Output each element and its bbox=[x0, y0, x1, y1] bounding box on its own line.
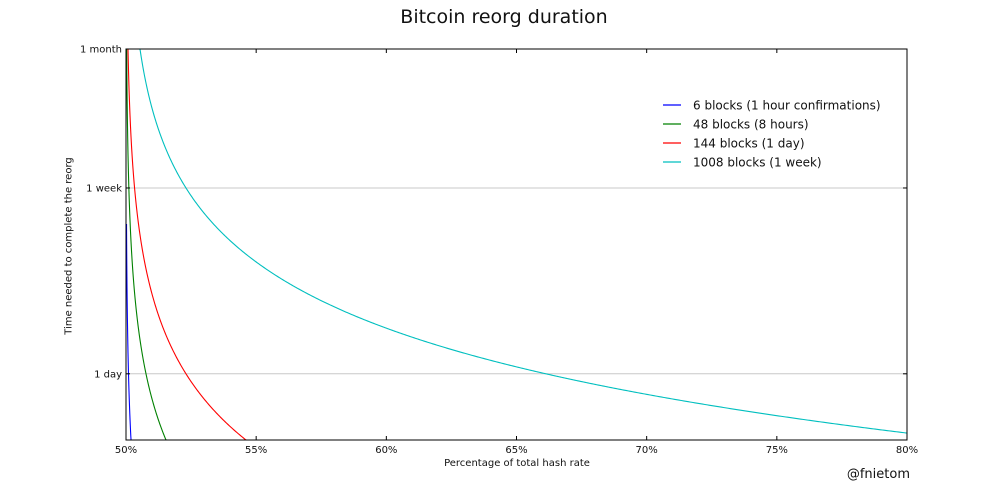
y-tick-label: 1 day bbox=[94, 369, 122, 380]
legend-label: 1008 blocks (1 week) bbox=[693, 156, 822, 170]
x-tick-label: 55% bbox=[245, 445, 267, 456]
x-tick-label: 80% bbox=[896, 445, 918, 456]
legend-label: 48 blocks (8 hours) bbox=[693, 118, 809, 132]
x-tick-label: 60% bbox=[375, 445, 397, 456]
x-tick-label: 70% bbox=[636, 445, 658, 456]
y-tick-label: 1 week bbox=[86, 183, 122, 194]
author-credit: @fnietom bbox=[846, 467, 910, 482]
x-axis-label: Percentage of total hash rate bbox=[444, 458, 590, 469]
legend-label: 6 blocks (1 hour confirmations) bbox=[693, 99, 881, 113]
y-tick-label: 1 month bbox=[80, 45, 122, 56]
chart-title: Bitcoin reorg duration bbox=[400, 6, 608, 28]
x-tick-label: 75% bbox=[766, 445, 788, 456]
series-line-1008-blocks bbox=[126, 48, 908, 434]
legend-label: 144 blocks (1 day) bbox=[693, 137, 805, 151]
legend: 6 blocks (1 hour confirmations) 48 blocks… bbox=[663, 99, 881, 170]
series-line-6-blocks bbox=[125, 224, 907, 441]
x-tick-label: 65% bbox=[505, 445, 527, 456]
x-tick-label: 50% bbox=[115, 445, 137, 456]
